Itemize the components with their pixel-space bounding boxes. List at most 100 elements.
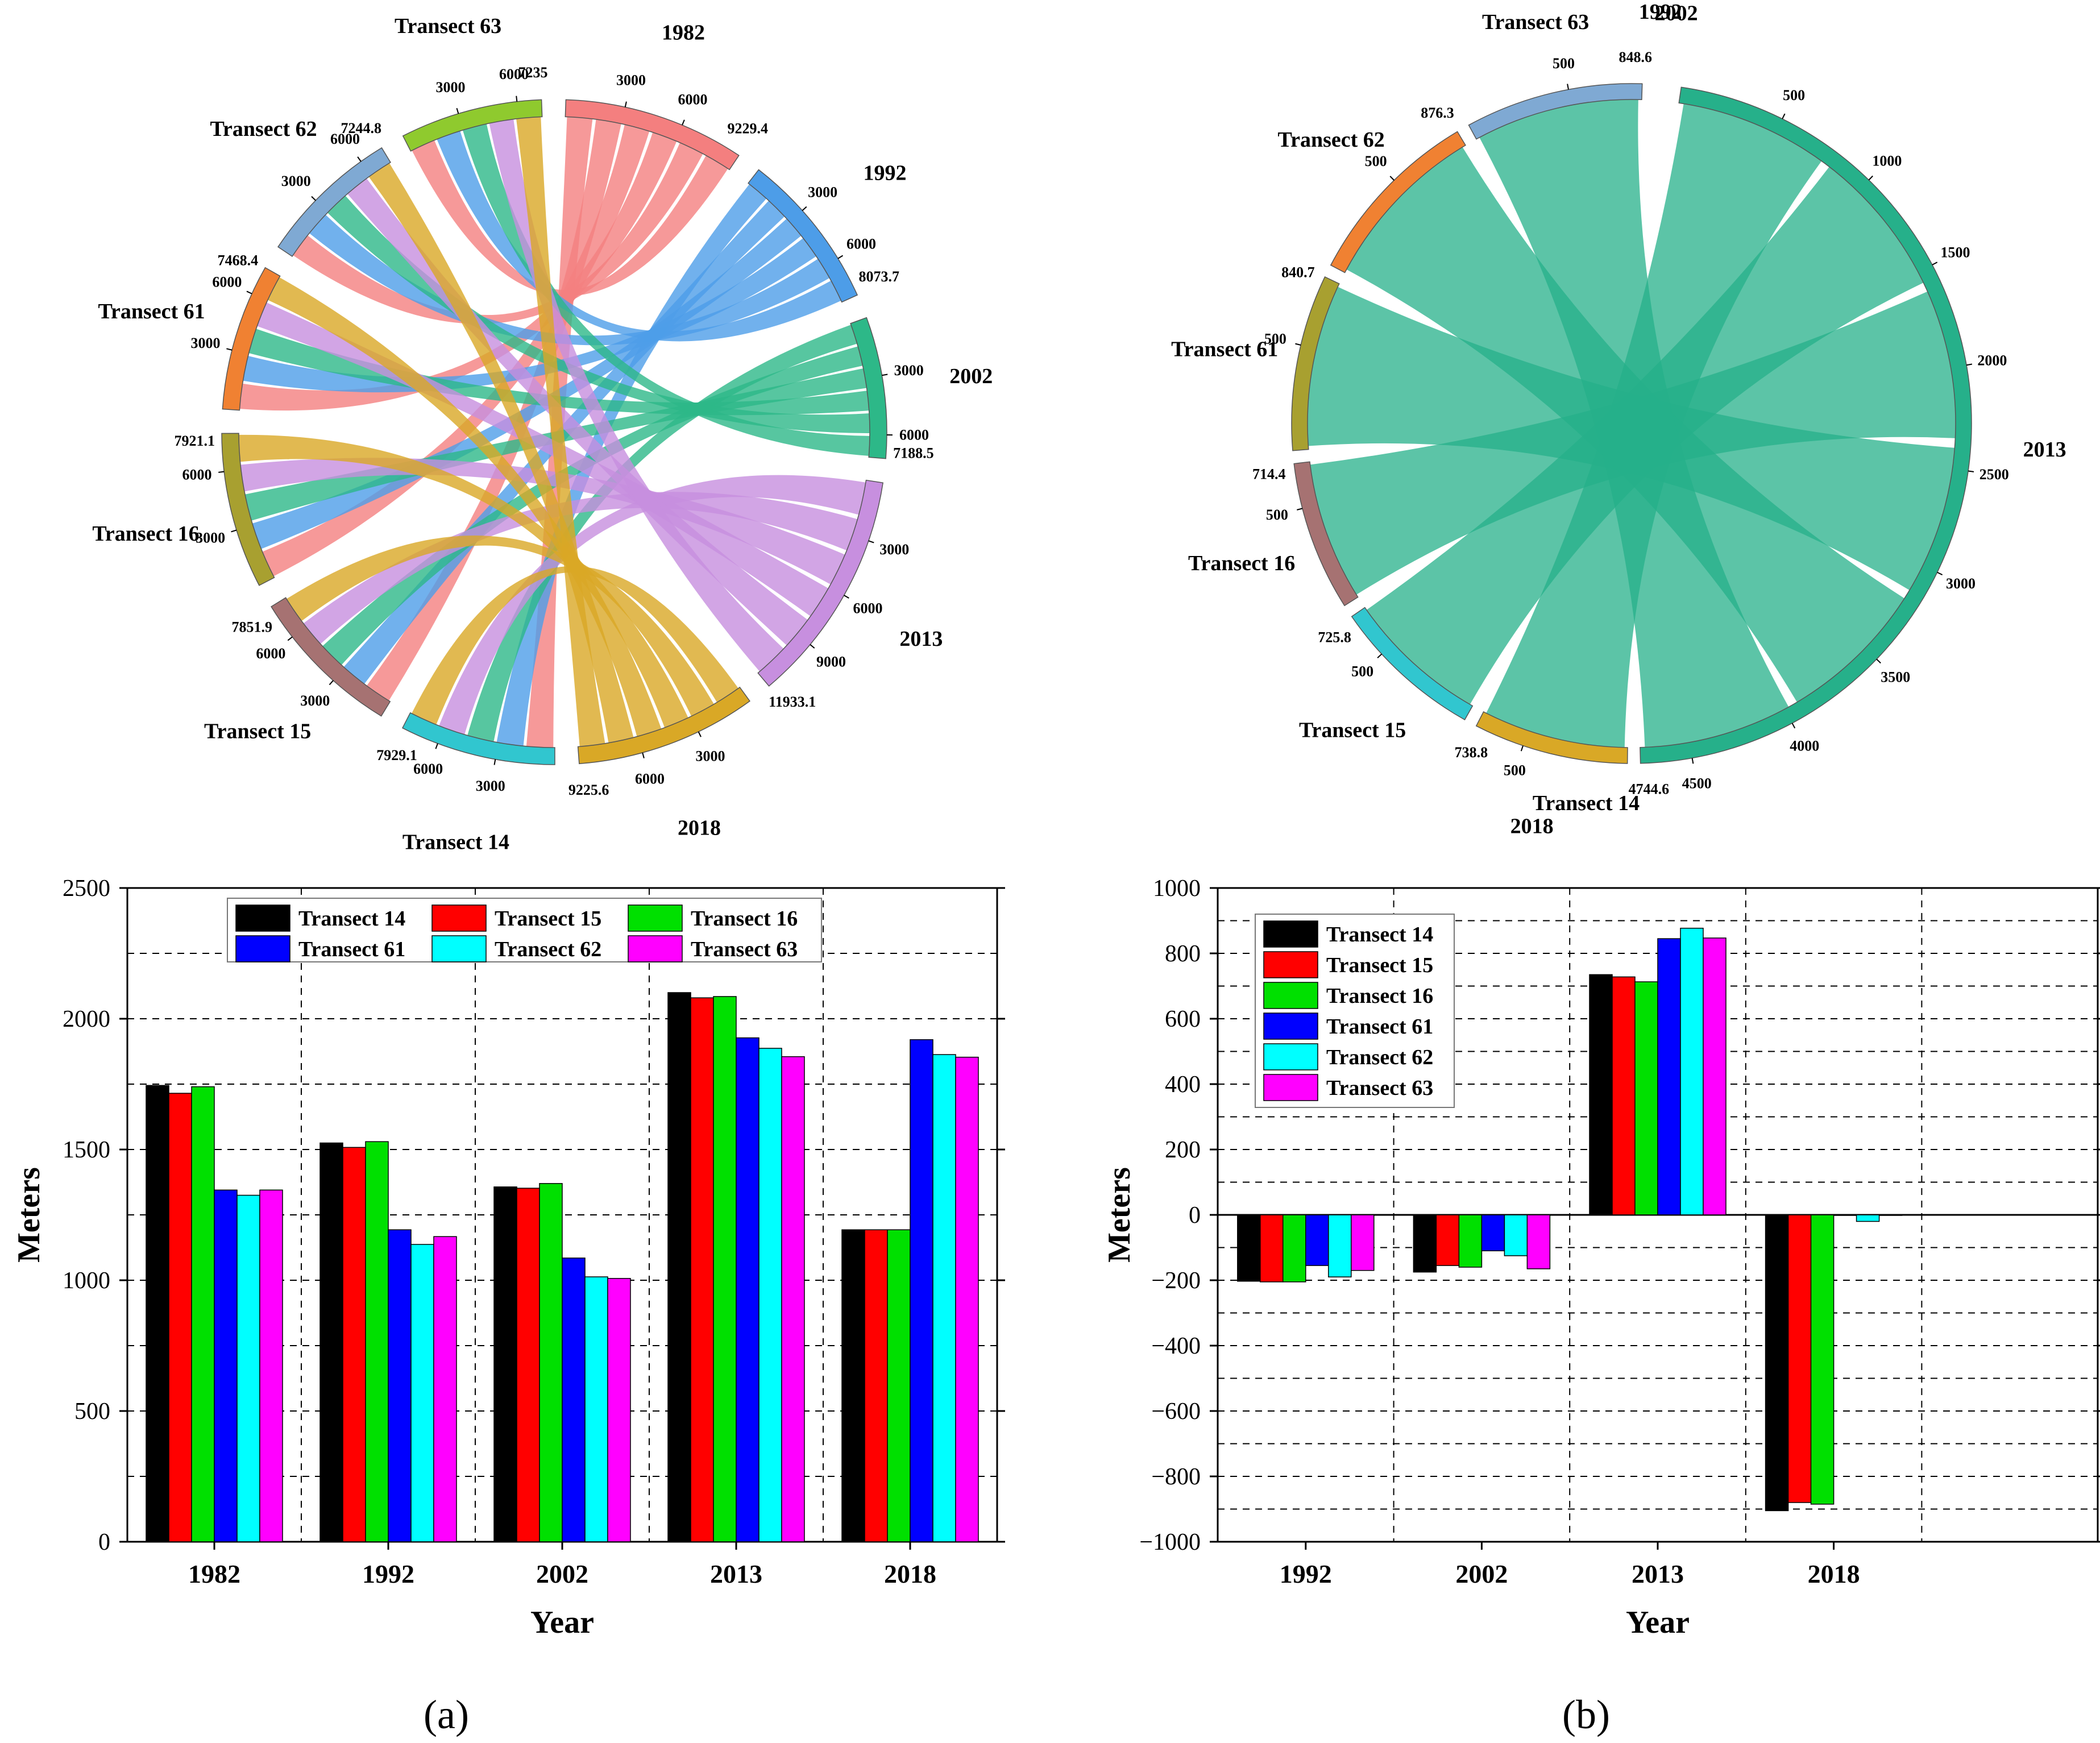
tick-label: 500 xyxy=(1266,507,1288,523)
segment-name-label: 2018 xyxy=(678,816,721,840)
segment-transect-63: 500 848.6 Transect 63 xyxy=(1468,10,1652,140)
legend-swatch-transect-63 xyxy=(628,935,683,962)
bar-transect-63-2018 xyxy=(955,1056,979,1542)
tick-mark xyxy=(493,759,496,765)
chord-ribbon-18 xyxy=(439,475,866,735)
chord-ribbon-25 xyxy=(286,535,714,716)
bar-transect-62-2002 xyxy=(1504,1214,1528,1256)
tick-mark xyxy=(1932,262,1938,265)
legend: Transect 14 Transect 15 Transect 16 Transec… xyxy=(227,898,822,962)
chord-ribbon-23 xyxy=(489,119,784,672)
chord-ribbon-6 xyxy=(496,184,767,746)
tick-mark xyxy=(516,96,518,102)
tick-mark xyxy=(1791,723,1796,729)
segment-transect-15: 3000 6000 7851.9 Transect 15 xyxy=(204,597,391,744)
panel-label-b: (b) xyxy=(1562,1692,1610,1737)
segment-arc xyxy=(402,99,543,152)
x-axis-label: Year xyxy=(530,1605,594,1640)
segment-arc xyxy=(565,99,740,171)
bar-chart-a: 0 500 1000 1500 2000 2500 1982 1992 2002 2013 2018… xyxy=(11,875,1005,1640)
chord-ribbon-29 xyxy=(516,117,605,747)
bar-transect-15-2013 xyxy=(690,997,714,1542)
bar-transect-63-2013 xyxy=(1703,937,1727,1215)
tick-label: 500 xyxy=(1264,330,1286,347)
bar-transect-16-2013 xyxy=(1634,981,1658,1215)
segment-name-label: 2013 xyxy=(2023,438,2066,462)
chord-ribbons xyxy=(1308,99,1956,748)
segment-arc xyxy=(577,686,750,765)
x-tick-label: 1992 xyxy=(1280,1559,1332,1588)
segment-arc xyxy=(221,433,275,586)
tick-label: 6000 xyxy=(678,92,707,108)
bar-transect-63-1992 xyxy=(433,1236,457,1542)
legend-label: Transect 61 xyxy=(298,937,405,961)
bar-transect-15-2002 xyxy=(1435,1214,1460,1266)
tick-mark xyxy=(435,743,438,749)
segment-arc xyxy=(1351,607,1474,721)
segment-total-label: 7921.1 xyxy=(174,433,215,449)
segment-1992: 3000 6000 8073.7 1992 xyxy=(748,161,907,303)
segment-arc xyxy=(748,169,858,303)
gridlines xyxy=(127,888,997,1542)
bar-transect-16-2002 xyxy=(539,1183,563,1542)
segment-2013: 3000 6000 9000 11933.1 2013 xyxy=(757,479,943,710)
tick-mark xyxy=(357,156,362,162)
segment-2002: 2002 xyxy=(1655,1,1698,25)
segment-arc xyxy=(1475,711,1628,764)
bar-transect-62-1992 xyxy=(1328,1214,1352,1277)
chord-ribbon-1 xyxy=(367,119,621,701)
segment-total-label: 876.3 xyxy=(1421,105,1454,121)
tick-mark xyxy=(287,636,293,641)
segment-arc xyxy=(1291,276,1340,451)
y-tick-label: −200 xyxy=(1151,1268,1201,1294)
tick-label: 6000 xyxy=(330,131,360,147)
segment-transect-61: 500 840.7 Transect 61 xyxy=(1171,264,1340,451)
chord-ribbon-22 xyxy=(347,178,808,646)
tick-label: 6000 xyxy=(413,761,443,777)
bar-transect-62-1982 xyxy=(236,1194,260,1542)
bar-transect-16-2018 xyxy=(887,1229,911,1542)
tick-label: 3000 xyxy=(695,748,725,764)
segment-name-label: 2002 xyxy=(1655,1,1698,25)
bar-transect-62-1992 xyxy=(410,1244,434,1542)
legend-swatch-transect-14 xyxy=(1263,920,1318,948)
tick-label: 6000 xyxy=(256,645,285,662)
bar-transect-14-2013 xyxy=(1589,974,1613,1215)
legend-label: Transect 15 xyxy=(495,907,601,931)
tick-mark xyxy=(802,206,807,211)
chord-ribbon-26 xyxy=(239,434,688,728)
tick-label: 500 xyxy=(1351,663,1373,680)
segment-total-label: 848.6 xyxy=(1618,49,1652,65)
chord-ribbon-13 xyxy=(322,346,863,665)
segment-arc xyxy=(222,267,281,411)
bar-transect-61-1992 xyxy=(388,1229,412,1542)
legend-label: Transect 63 xyxy=(691,937,798,961)
y-tick-label: 200 xyxy=(1165,1137,1201,1163)
segment-arc xyxy=(277,147,391,258)
bar-transect-15-2018 xyxy=(864,1229,888,1542)
segment-name-label: Transect 63 xyxy=(395,14,501,38)
bar-transect-16-1982 xyxy=(191,1086,215,1542)
bar-transect-61-2002 xyxy=(562,1258,586,1542)
tick-label: 3000 xyxy=(300,692,330,709)
segment-transect-16: 3000 6000 7921.1 Transect 16 xyxy=(92,433,275,586)
y-tick-label: −600 xyxy=(1151,1398,1201,1425)
tick-mark xyxy=(1567,84,1569,90)
tick-mark xyxy=(1691,758,1694,764)
tick-label: 2000 xyxy=(1977,352,2007,368)
segment-transect-61: 3000 6000 7468.4 Transect 61 xyxy=(98,252,281,411)
segment-name-label: 1992 xyxy=(1639,0,1682,24)
x-tick-label: 2018 xyxy=(884,1559,936,1588)
segment-name-label: 1982 xyxy=(662,21,705,45)
tick-mark xyxy=(329,680,334,686)
legend-swatch-transect-63 xyxy=(1263,1074,1318,1101)
tick-label: 500 xyxy=(1553,55,1575,72)
segment-name-label: Transect 62 xyxy=(210,117,317,141)
tick-mark xyxy=(1782,113,1786,119)
segment-total-label: 738.8 xyxy=(1455,744,1488,761)
chord-ribbon-3 xyxy=(239,132,677,411)
tick-mark xyxy=(1937,571,1943,575)
segment-name-label: 2002 xyxy=(949,364,993,388)
tick-label: 3000 xyxy=(808,184,837,200)
